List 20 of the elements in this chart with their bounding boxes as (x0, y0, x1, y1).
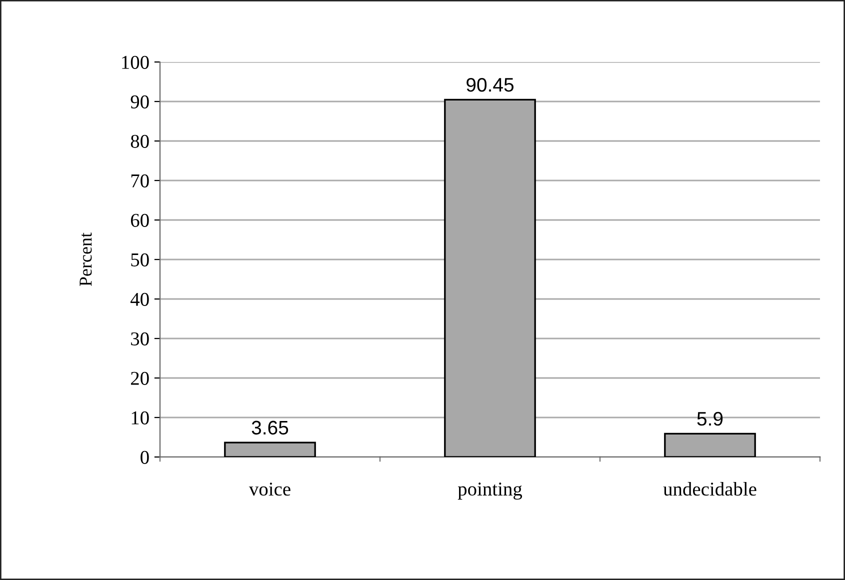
y-tick-label: 60 (130, 214, 149, 227)
bar (664, 432, 756, 457)
y-tick-label: 80 (130, 134, 149, 148)
y-tick-label: 40 (130, 292, 149, 306)
y-tick-label: 0 (140, 450, 149, 464)
y-tick-label: 50 (131, 253, 149, 266)
y-tick-label: 100 (122, 56, 149, 69)
data-label: 5.9 (697, 412, 723, 426)
y-tick-label: 70 (131, 174, 149, 188)
y-tick-label: 90 (130, 95, 149, 108)
y-axis-title: Percent (80, 232, 92, 286)
x-tick-label: pointing (458, 482, 522, 500)
y-tick-label: 20 (130, 372, 149, 385)
y-tick-label: 30 (131, 332, 149, 346)
bar (224, 442, 316, 457)
data-label: 3.65 (252, 420, 288, 435)
y-tick-label: 10 (132, 411, 149, 424)
x-tick-label: undecidable (663, 482, 756, 496)
x-tick-label: voice (248, 482, 290, 496)
data-label: 90.45 (466, 78, 514, 92)
